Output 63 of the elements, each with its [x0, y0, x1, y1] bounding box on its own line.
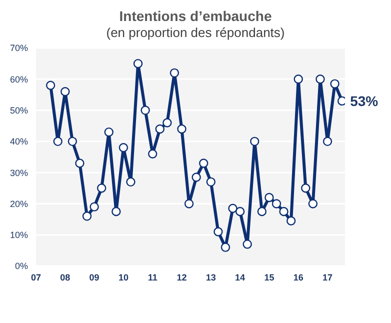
point: [264, 192, 274, 202]
y-tick-label: 50%: [10, 105, 28, 116]
y-tick-label: 70%: [10, 43, 28, 54]
point: [162, 118, 172, 128]
x-tick-label: 12: [176, 272, 187, 282]
point: [90, 202, 99, 212]
point: [257, 206, 267, 216]
point: [140, 106, 150, 115]
y-tick-label: 60%: [10, 74, 28, 84]
chart-title: Intentions d’embauche: [118, 8, 273, 24]
x-tick-label: 08: [60, 272, 70, 282]
point: [155, 124, 164, 134]
point: [68, 136, 78, 146]
annotation: 53%: [350, 92, 379, 109]
y-tick-label: 30%: [10, 168, 28, 178]
x-tick-label: 07: [30, 272, 42, 282]
point: [118, 143, 128, 152]
point: [148, 149, 158, 158]
point: [308, 199, 318, 208]
chart-subtitle: (en proportion des répondants): [105, 25, 286, 40]
y-tick-label: 0%: [14, 261, 28, 272]
point: [316, 74, 325, 84]
point: [330, 79, 340, 88]
point: [133, 58, 143, 68]
point: [170, 68, 180, 78]
x-tick-label: 11: [148, 272, 158, 282]
point: [53, 136, 62, 146]
point: [279, 206, 288, 216]
point: [301, 184, 310, 193]
point: [60, 87, 70, 96]
point: [192, 172, 201, 182]
point: [272, 199, 282, 208]
point: [214, 227, 223, 236]
point: [228, 204, 238, 213]
x-tick-label: 10: [118, 272, 128, 282]
point: [337, 96, 345, 106]
x-tick-label: 16: [293, 272, 304, 282]
point: [235, 206, 245, 216]
y-tick-label: 40%: [10, 136, 28, 147]
point: [104, 127, 114, 137]
point: [184, 199, 194, 208]
point: [177, 124, 186, 134]
point: [46, 80, 56, 90]
y-tick-label: 20%: [10, 198, 28, 209]
point: [242, 240, 252, 249]
x-tick-label: 13: [206, 272, 216, 282]
y-tick-label: 10%: [10, 230, 28, 240]
point: [286, 216, 296, 226]
point: [75, 158, 84, 168]
point: [294, 74, 303, 84]
point: [322, 136, 332, 146]
x-tick-label: 15: [264, 272, 274, 282]
point: [199, 158, 208, 168]
point: [96, 184, 106, 193]
point: [126, 177, 136, 187]
x-tick-label: 14: [235, 272, 246, 282]
point: [206, 177, 216, 187]
point: [220, 242, 230, 252]
point: [250, 136, 260, 146]
point: [82, 212, 92, 221]
x-tick-label: 09: [89, 272, 100, 282]
point: [112, 206, 121, 216]
x-tick-label: 17: [322, 272, 333, 282]
